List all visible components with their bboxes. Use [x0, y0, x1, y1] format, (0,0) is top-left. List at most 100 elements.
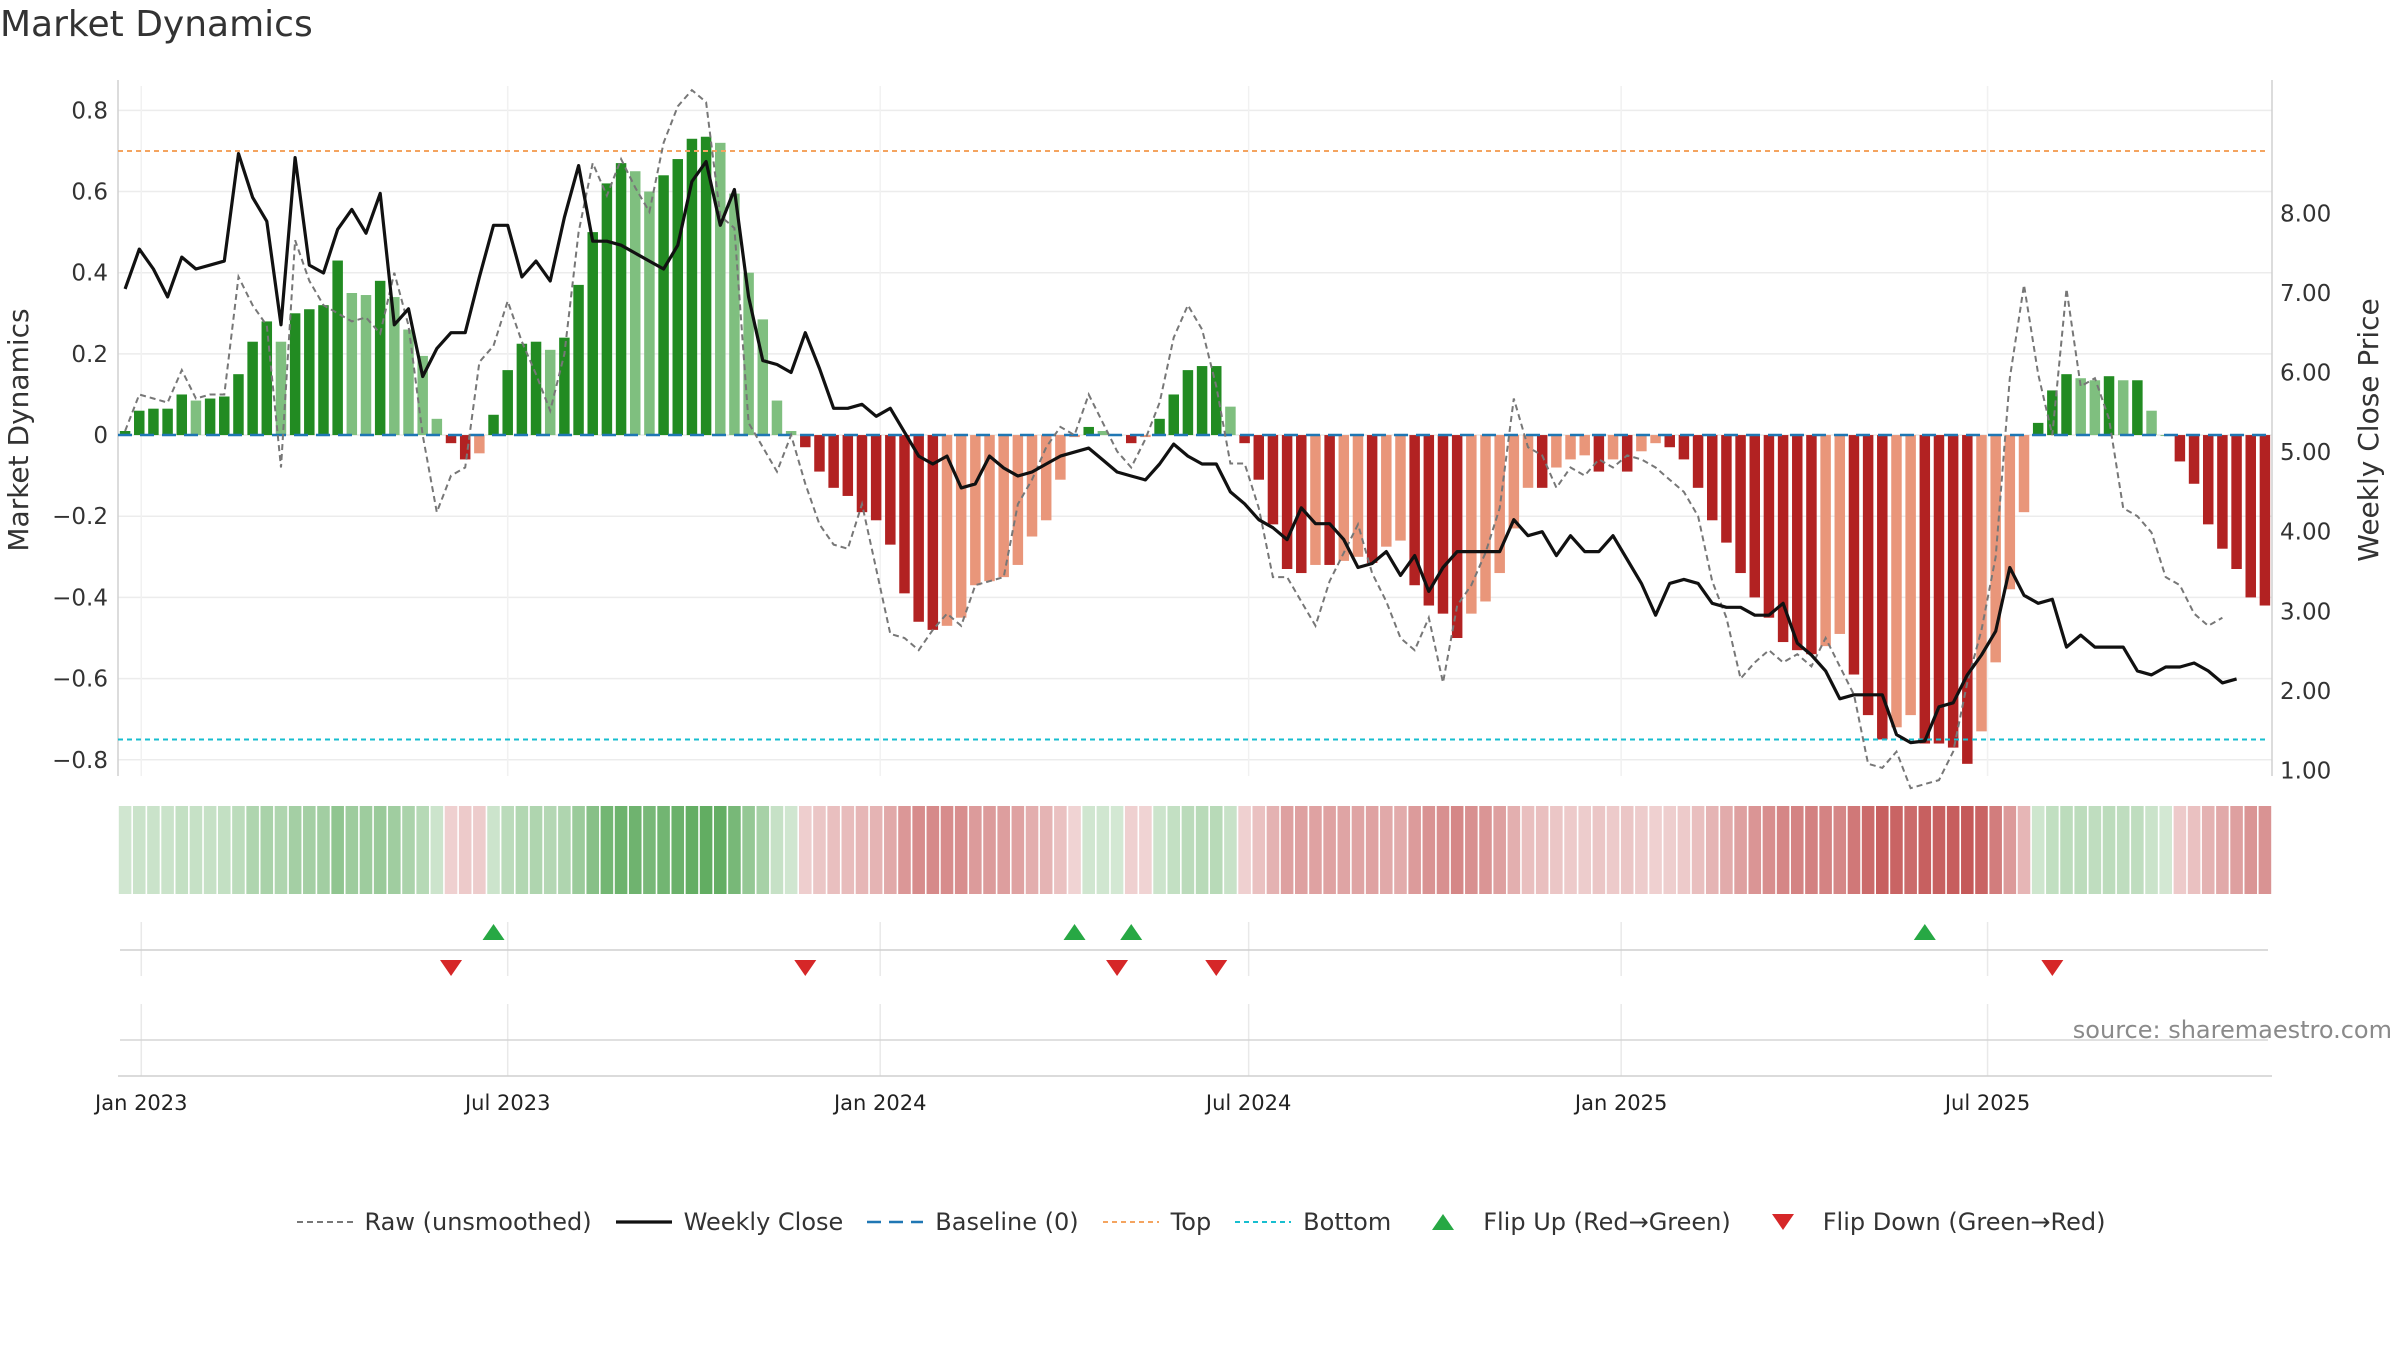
heat-strip-cell [1932, 806, 1946, 894]
legend-label: Flip Down (Green→Red) [1822, 1208, 2106, 1236]
dynamics-bar [544, 349, 556, 436]
heat-strip-cell [1337, 806, 1351, 894]
dynamics-bar [913, 435, 924, 622]
heat-strip-cell [402, 806, 415, 894]
dynamics-bar [1239, 435, 1250, 444]
legend-item: Bottom [1233, 1208, 1391, 1236]
heat-strip-cell [940, 806, 954, 894]
dynamics-bar [1296, 435, 1307, 574]
heat-strip-cell [317, 806, 330, 894]
heat-strip-cell [1450, 806, 1464, 894]
y2-tick-label: 5.00 [2280, 440, 2331, 466]
green-triangle-up-icon [1413, 1210, 1473, 1234]
dynamics-bar [289, 313, 301, 436]
heat-strip-cell [728, 806, 741, 894]
dynamics-bar [1140, 435, 1151, 438]
dynamics-bar [134, 410, 145, 436]
dynamics-bar [2217, 435, 2228, 549]
heat-strip-cell [1408, 806, 1421, 894]
dynamics-bar [219, 396, 230, 436]
flip-down-marker [2041, 960, 2064, 976]
dynamics-bar [2089, 380, 2101, 436]
heat-strip-cell [1989, 806, 2002, 894]
dynamics-bar [1338, 435, 1350, 561]
y-tick-label: −0.4 [52, 585, 108, 611]
dynamics-bar [502, 370, 513, 436]
heat-strip-cell [1876, 806, 1889, 894]
heat-strip-cell [898, 806, 911, 894]
dynamics-bar [1267, 435, 1279, 525]
dynamics-bar [1862, 435, 1874, 716]
dynamics-bar [1225, 406, 1236, 436]
y2-axis-title: Weekly Close Price [2352, 298, 2385, 561]
dynamics-bar [2103, 376, 2115, 436]
dynamics-bar [672, 159, 683, 436]
y-tick-label: 0.2 [71, 342, 108, 368]
dynamics-bar [700, 136, 712, 436]
dynamics-bar [1125, 435, 1137, 444]
heat-strip-cell [2003, 806, 2017, 894]
heat-strip-cell [1507, 806, 1521, 894]
dynamics-bar [2132, 380, 2143, 436]
heat-strip-cell [430, 806, 444, 894]
heat-strip-cell [1054, 806, 1067, 894]
y2-tick-label: 4.00 [2280, 520, 2331, 546]
heat-strip-cell [1550, 806, 1563, 894]
dynamics-bar [1664, 435, 1675, 448]
heat-strip-cell [1493, 806, 1506, 894]
heat-strip-cell [1238, 806, 1251, 894]
heat-strip-cell [2230, 806, 2243, 894]
dynamics-bar [1196, 366, 1208, 436]
dynamics-bar [587, 232, 598, 436]
heat-strip-cell [2258, 806, 2272, 894]
dynamics-bar [1026, 435, 1038, 537]
flip-up-marker [1120, 924, 1143, 940]
heat-strip-cell [1635, 806, 1648, 894]
dynamics-bar [1947, 435, 1959, 748]
heat-strip-cell [784, 806, 798, 894]
dynamics-bar [800, 435, 811, 448]
heat-strip-cell [912, 806, 925, 894]
dynamics-bar [247, 341, 258, 436]
dynamics-bar [360, 295, 372, 436]
heat-strip-cell [501, 806, 514, 894]
dynamics-bar [2259, 435, 2271, 606]
heat-strip-cell [1606, 806, 1620, 894]
x-tick-label: Jan 2023 [93, 1091, 188, 1115]
dynamics-bar [2245, 435, 2256, 598]
heat-strip-cell [1833, 806, 1847, 894]
heat-strip-cell [1380, 806, 1393, 894]
heat-strip-cell [643, 806, 656, 894]
dynamics-bar [1154, 418, 1165, 436]
heat-strip-cell [1025, 806, 1039, 894]
dynamics-bar [119, 431, 131, 436]
heat-strip-cell [1663, 806, 1677, 894]
dynamics-bar [601, 183, 613, 436]
heat-strip-cell [1918, 806, 1932, 894]
heat-strip [118, 806, 2272, 894]
heat-strip-cell [1961, 806, 1974, 894]
dynamics-bar [1366, 435, 1378, 563]
dynamics-bar [1182, 370, 1194, 436]
heat-strip-cell [884, 806, 897, 894]
heat-strip-cell [1776, 806, 1790, 894]
legend-label: Flip Up (Red→Green) [1483, 1208, 1731, 1236]
legend-item: Flip Up (Red→Green) [1413, 1208, 1731, 1236]
dashed-gray-line-icon [295, 1210, 355, 1234]
dynamics-bar [1735, 435, 1746, 574]
heat-strip-cell [869, 806, 883, 894]
dynamics-bar [771, 400, 783, 436]
heat-strip-cell [926, 806, 940, 894]
line-series [123, 88, 2238, 790]
dynamics-bar [2004, 435, 2016, 590]
heat-strip-cell [203, 806, 217, 894]
y2-tick-label: 2.00 [2280, 679, 2331, 705]
y-tick-label: 0.6 [71, 180, 108, 206]
y2-tick-label: 6.00 [2280, 361, 2331, 387]
dynamics-bar [1834, 435, 1846, 634]
dynamics-bar [2117, 380, 2129, 436]
dynamics-bar [984, 435, 995, 582]
heat-strip-cell [671, 806, 685, 894]
heat-strip-cell [161, 806, 174, 894]
dynamics-bar [332, 260, 343, 436]
